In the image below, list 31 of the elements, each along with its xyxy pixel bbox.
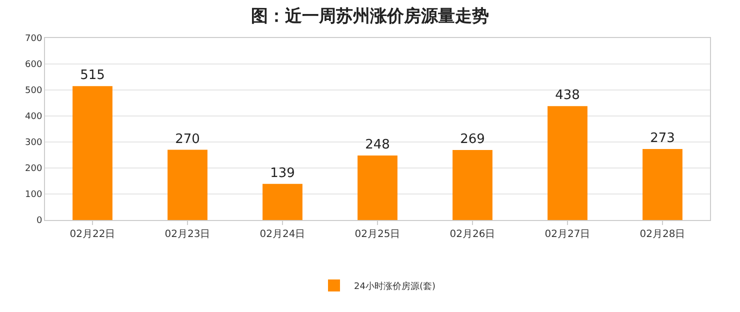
y-tick-label: 600	[25, 60, 42, 70]
data-label: 139	[270, 166, 295, 181]
data-label: 270	[175, 132, 200, 147]
y-tick-label: 700	[25, 34, 42, 44]
bar	[262, 184, 302, 220]
data-label: 438	[555, 88, 580, 104]
x-tick-label: 02月28日	[640, 229, 686, 240]
y-tick-label: 0	[36, 216, 42, 226]
bar	[358, 156, 398, 220]
y-tick-label: 500	[25, 86, 42, 96]
y-tick-label: 200	[25, 164, 42, 174]
x-tick-label: 02月27日	[544, 229, 590, 240]
bar	[452, 150, 492, 220]
x-tick-label: 02月22日	[70, 229, 116, 240]
x-tick-label: 02月24日	[260, 229, 306, 240]
data-label: 248	[365, 138, 390, 153]
data-label: 273	[650, 131, 675, 146]
y-tick-label: 400	[25, 112, 42, 122]
x-tick-label: 02月25日	[354, 229, 400, 240]
y-tick-label: 300	[25, 138, 42, 148]
legend-label: 24小时涨价房源(套)	[354, 280, 436, 292]
data-label: 515	[80, 68, 105, 84]
bar	[642, 149, 682, 220]
chart-title: 图：近一周苏州涨价房源量走势	[251, 6, 489, 26]
bar	[548, 106, 588, 220]
x-tick-label: 02月23日	[164, 229, 210, 240]
bar	[72, 86, 112, 220]
y-tick-label: 100	[25, 190, 42, 200]
data-label: 269	[460, 132, 485, 148]
bar	[168, 150, 208, 220]
x-tick-label: 02月26日	[450, 229, 496, 240]
